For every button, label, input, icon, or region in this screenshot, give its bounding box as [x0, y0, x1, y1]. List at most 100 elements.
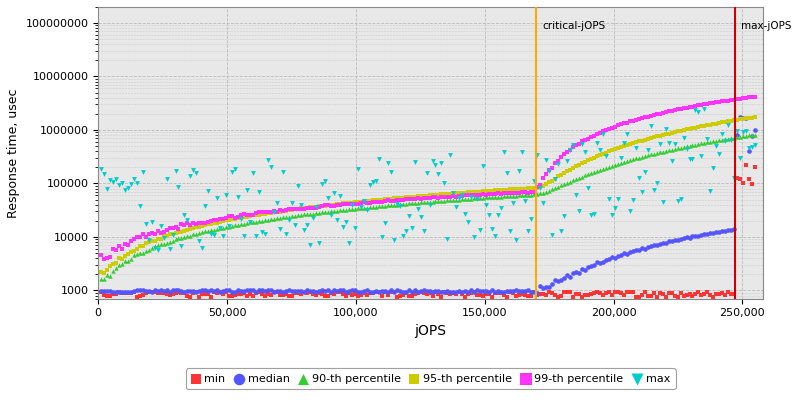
median	[441, 288, 454, 294]
median	[337, 286, 350, 293]
max	[513, 168, 526, 175]
95-th percentile	[163, 231, 176, 238]
max	[540, 156, 553, 163]
90-th percentile	[486, 194, 498, 200]
90-th percentile	[205, 226, 218, 233]
99-th percentile	[599, 127, 612, 133]
median	[438, 289, 451, 295]
median	[178, 288, 191, 295]
median	[659, 239, 672, 246]
99-th percentile	[537, 175, 550, 182]
min	[122, 290, 134, 296]
max	[196, 245, 209, 252]
90-th percentile	[124, 256, 137, 262]
95-th percentile	[465, 189, 478, 195]
max	[217, 232, 230, 239]
max	[420, 170, 433, 176]
min	[471, 291, 484, 298]
median	[375, 288, 388, 295]
90-th percentile	[471, 195, 484, 202]
90-th percentile	[608, 162, 621, 168]
min	[647, 290, 660, 296]
max	[546, 231, 558, 238]
90-th percentile	[570, 176, 582, 182]
95-th percentile	[516, 186, 529, 192]
99-th percentile	[414, 196, 427, 202]
min	[695, 292, 708, 298]
95-th percentile	[339, 200, 352, 206]
90-th percentile	[513, 192, 526, 199]
99-th percentile	[256, 209, 269, 215]
99-th percentile	[163, 224, 176, 231]
99-th percentile	[301, 205, 314, 211]
90-th percentile	[746, 132, 758, 138]
95-th percentile	[187, 225, 200, 232]
max	[417, 228, 430, 234]
median	[298, 289, 310, 295]
min	[339, 292, 352, 299]
90-th percentile	[172, 235, 185, 241]
95-th percentile	[654, 132, 666, 139]
95-th percentile	[241, 214, 254, 220]
median	[172, 287, 185, 293]
99-th percentile	[118, 240, 131, 247]
max	[528, 177, 541, 184]
95-th percentile	[214, 218, 226, 225]
95-th percentile	[229, 216, 242, 222]
90-th percentile	[506, 192, 519, 199]
median	[270, 288, 283, 294]
median	[146, 288, 158, 295]
min	[306, 291, 319, 297]
99-th percentile	[181, 220, 194, 226]
95-th percentile	[238, 214, 250, 220]
99-th percentile	[382, 197, 394, 204]
min	[301, 290, 314, 296]
min	[522, 293, 534, 299]
min	[396, 292, 409, 298]
max	[620, 131, 633, 137]
min	[561, 289, 574, 296]
max	[411, 206, 424, 212]
max	[112, 182, 125, 188]
min	[510, 293, 522, 299]
max	[423, 202, 436, 208]
95-th percentile	[618, 143, 630, 149]
99-th percentile	[618, 120, 630, 127]
max	[298, 227, 310, 234]
99-th percentile	[289, 206, 302, 212]
max	[163, 246, 176, 252]
min	[346, 292, 358, 298]
95-th percentile	[701, 122, 714, 128]
min	[313, 290, 326, 296]
max	[175, 242, 188, 249]
median	[330, 288, 343, 295]
median	[704, 230, 717, 237]
90-th percentile	[659, 148, 672, 154]
95-th percentile	[148, 238, 161, 244]
max	[707, 165, 720, 171]
median	[614, 252, 627, 258]
99-th percentile	[465, 192, 478, 198]
90-th percentile	[540, 189, 553, 195]
99-th percentile	[561, 149, 574, 155]
99-th percentile	[366, 199, 379, 205]
max	[142, 236, 155, 243]
90-th percentile	[558, 181, 570, 187]
95-th percentile	[713, 120, 726, 126]
max	[342, 240, 355, 246]
90-th percentile	[199, 228, 212, 234]
median	[654, 240, 666, 247]
95-th percentile	[546, 178, 558, 184]
min	[542, 289, 555, 295]
95-th percentile	[611, 145, 624, 151]
median	[540, 284, 553, 291]
median	[635, 245, 648, 252]
90-th percentile	[286, 213, 298, 220]
min	[411, 290, 424, 296]
min	[399, 290, 412, 297]
min	[420, 290, 433, 297]
median	[489, 289, 502, 295]
90-th percentile	[181, 233, 194, 239]
99-th percentile	[208, 217, 221, 224]
95-th percentile	[444, 190, 457, 197]
